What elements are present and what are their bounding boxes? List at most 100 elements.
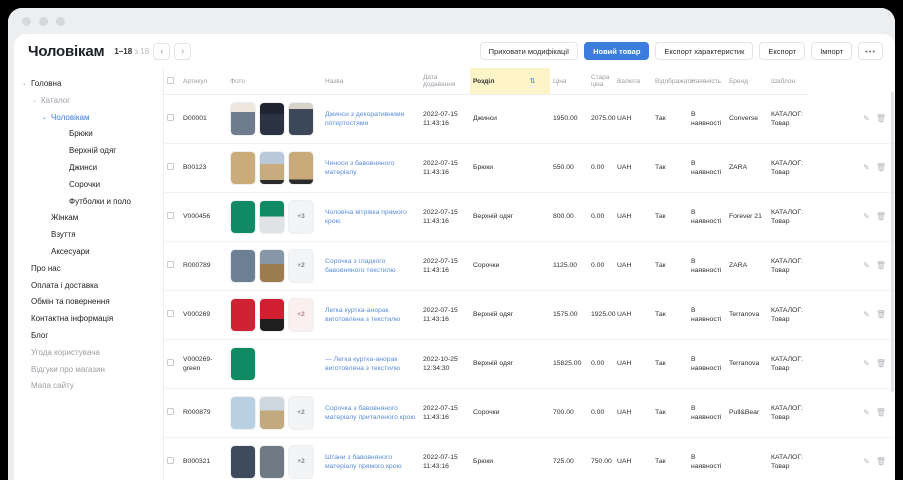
row-checkbox[interactable]	[167, 309, 174, 317]
row-select-cell[interactable]	[164, 143, 180, 193]
table-row[interactable]: V000269-green — Легка куртка-анорак вигот…	[164, 339, 895, 389]
more-photos-badge[interactable]: +2	[288, 396, 314, 430]
sidebar-item-5[interactable]: Джинси	[22, 160, 163, 177]
row-select-cell[interactable]	[164, 388, 180, 438]
row-checkbox[interactable]	[167, 456, 174, 464]
delete-icon[interactable]: 🗑	[875, 310, 886, 319]
table-row[interactable]: B00123 Чиноси з бавовняного матеріалу 2022…	[164, 143, 895, 193]
table-row[interactable]: V000269 +2 Легка куртка-анорак виготовлена…	[164, 290, 895, 340]
edit-icon[interactable]: ✎	[863, 113, 870, 123]
delete-icon[interactable]: 🗑	[875, 408, 886, 417]
select-all-checkbox[interactable]	[167, 76, 174, 84]
more-photos-badge[interactable]: +2	[288, 445, 314, 479]
delete-icon[interactable]: 🗑	[875, 261, 886, 270]
row-checkbox[interactable]	[167, 113, 174, 121]
sidebar-item-11[interactable]: Про нас	[22, 261, 163, 278]
table-row[interactable]: R000879 +2 Сорочка з бавовняного матеріалу…	[164, 388, 895, 438]
edit-icon[interactable]: ✎	[863, 408, 870, 417]
pagination-next-button[interactable]: ›	[174, 42, 192, 60]
product-thumbnail[interactable]	[230, 445, 256, 479]
sidebar-item-9[interactable]: Взуття	[22, 227, 163, 244]
product-name-link[interactable]: Штани з бавовняного матеріалу прямого кр…	[325, 453, 402, 470]
edit-icon[interactable]: ✎	[863, 310, 870, 319]
sidebar-item-2[interactable]: ⌄ Чоловікам	[22, 110, 163, 127]
sidebar-item-10[interactable]: Аксесуари	[22, 244, 163, 261]
product-name-link[interactable]: Чиноси з бавовняного матеріалу	[325, 159, 395, 176]
product-thumbnail[interactable]	[288, 151, 314, 185]
column-header-photo[interactable]: Фото	[227, 68, 322, 95]
column-header-currency[interactable]: Валюта	[614, 68, 652, 95]
sidebar-item-1[interactable]: ⌄ Каталог	[22, 93, 163, 110]
sidebar-item-18[interactable]: Мапа сайту	[22, 378, 163, 395]
row-checkbox[interactable]	[167, 260, 174, 268]
column-header-brand[interactable]: Бренд	[726, 68, 768, 95]
edit-icon[interactable]: ✎	[863, 261, 870, 270]
select-all-header[interactable]	[164, 68, 180, 95]
product-thumbnail[interactable]	[230, 151, 256, 185]
row-select-cell[interactable]	[164, 437, 180, 480]
product-thumbnail[interactable]	[230, 249, 256, 283]
product-name-link[interactable]: Легка куртка-анорак виготовлена з тексти…	[325, 306, 401, 323]
product-thumbnail[interactable]	[259, 298, 285, 332]
product-thumbnail[interactable]	[259, 249, 285, 283]
export-button[interactable]: Експорт	[759, 42, 806, 60]
sidebar-item-8[interactable]: Жінкам	[22, 210, 163, 227]
sidebar-item-16[interactable]: Угода користувача	[22, 345, 163, 362]
hide-modifications-button[interactable]: Приховати модифікації	[479, 42, 579, 60]
window-minimize-dot[interactable]	[39, 16, 48, 26]
product-thumbnail[interactable]	[259, 396, 285, 430]
product-thumbnail[interactable]	[230, 200, 256, 234]
new-product-button[interactable]: Новий товар	[584, 42, 650, 60]
product-thumbnail[interactable]	[230, 298, 256, 332]
sidebar-item-13[interactable]: Обмін та повернення	[22, 294, 163, 311]
edit-icon[interactable]: ✎	[863, 359, 870, 368]
import-button[interactable]: Імпорт	[811, 42, 853, 60]
delete-icon[interactable]: 🗑	[875, 113, 886, 123]
table-row[interactable]: D00001 Джинси з декоративними потертостям…	[164, 94, 895, 144]
row-checkbox[interactable]	[167, 211, 174, 219]
column-header-display[interactable]: Відображати	[652, 68, 694, 95]
product-thumbnail[interactable]	[259, 200, 285, 234]
product-thumbnail[interactable]	[230, 396, 256, 430]
row-select-cell[interactable]	[164, 192, 180, 242]
sidebar-item-7[interactable]: Футболки и поло	[22, 194, 163, 211]
more-options-icon[interactable]: •••	[858, 42, 883, 60]
product-thumbnail[interactable]	[230, 347, 256, 381]
delete-icon[interactable]: 🗑	[875, 212, 886, 221]
product-name-link[interactable]: Чоловіча вітрівка прямого крою	[325, 208, 407, 225]
window-maximize-dot[interactable]	[56, 16, 65, 26]
row-checkbox[interactable]	[167, 407, 174, 415]
row-select-cell[interactable]	[164, 94, 180, 144]
product-thumbnail[interactable]	[259, 102, 285, 136]
delete-icon[interactable]: 🗑	[875, 359, 886, 368]
sidebar-item-4[interactable]: Верхній одяг	[22, 143, 163, 160]
edit-icon[interactable]: ✎	[863, 212, 870, 221]
delete-icon[interactable]: 🗑	[875, 163, 886, 172]
row-checkbox[interactable]	[167, 162, 174, 170]
row-select-cell[interactable]	[164, 241, 180, 291]
vertical-scrollbar[interactable]	[891, 92, 894, 392]
export-characteristics-button[interactable]: Експорт характеристик	[655, 42, 754, 60]
row-select-cell[interactable]	[164, 339, 180, 389]
product-thumbnail[interactable]	[230, 102, 256, 136]
product-name-link[interactable]: Сорочка з гладкого бавовняного текстилю	[325, 257, 396, 274]
table-row[interactable]: B000321 +2 Штани з бавовняного матеріалу п…	[164, 437, 895, 480]
sidebar-item-15[interactable]: Блог	[22, 328, 163, 345]
column-header-sku[interactable]: Артикул	[180, 68, 227, 95]
more-photos-badge[interactable]: +3	[288, 200, 314, 234]
more-photos-badge[interactable]: +2	[288, 298, 314, 332]
product-thumbnail[interactable]	[259, 445, 285, 479]
pagination-prev-button[interactable]: ‹	[153, 42, 171, 60]
product-name-link[interactable]: Джинси з декоративними потертостями	[325, 110, 405, 127]
more-photos-badge[interactable]: +2	[288, 249, 314, 283]
column-header-date-added[interactable]: Дата додавання	[420, 68, 470, 95]
column-header-section[interactable]: Розділ	[470, 68, 515, 95]
row-checkbox[interactable]	[167, 358, 174, 366]
product-thumbnail[interactable]	[259, 151, 285, 185]
sidebar-item-6[interactable]: Сорочки	[22, 177, 163, 194]
column-header-template[interactable]: Шаблон	[768, 68, 808, 95]
sidebar-item-12[interactable]: Оплата і доставка	[22, 278, 163, 295]
column-header-price[interactable]: Ціна	[550, 68, 588, 95]
sidebar-item-17[interactable]: Відгуки про магазин	[22, 362, 163, 379]
delete-icon[interactable]: 🗑	[875, 457, 886, 466]
